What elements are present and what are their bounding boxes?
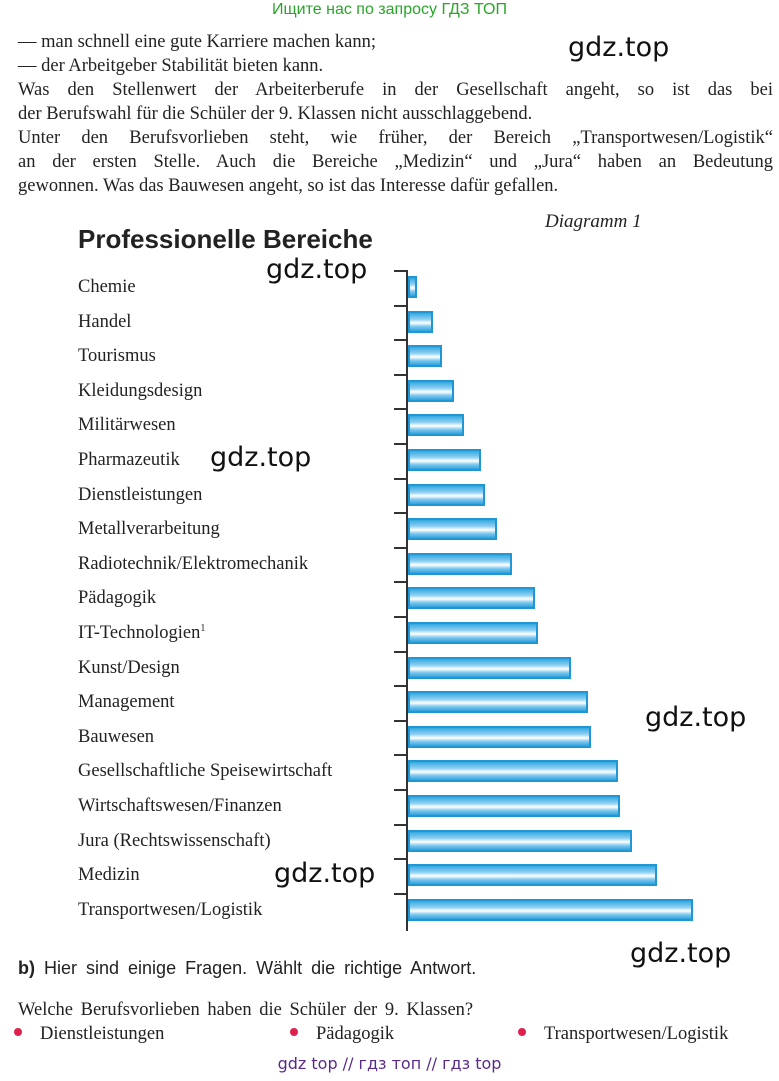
axis-tick (394, 616, 406, 618)
bar-kleidungsdesign (408, 379, 454, 402)
category-label: Gesellschaftliche Speisewirtschaft (78, 761, 333, 782)
category-label: Metallverarbeitung (78, 519, 220, 540)
option-label: Pädagogik (316, 1024, 395, 1044)
axis-tick (394, 304, 406, 307)
axis-tick (394, 443, 406, 445)
bar-medizin (408, 864, 657, 887)
watermark: gdz.top (274, 858, 376, 889)
bar-militärwesen (408, 414, 464, 437)
axis-tick (394, 892, 406, 895)
footer-watermark: gdz top // гдз топ // гдз top (277, 1054, 502, 1073)
bar-wirtschaftswesen-finanzen (408, 795, 620, 817)
category-label: Pädagogik (78, 588, 157, 609)
bar-it-technologien (408, 622, 538, 644)
axis-tick (394, 754, 406, 757)
bar-jura-rechtswissenschaft- (408, 829, 632, 852)
watermark: gdz.top (266, 254, 368, 285)
bar-handel (408, 310, 433, 333)
text-line: an der ersten Stelle. Auch die Bereiche … (18, 152, 773, 172)
bullet-icon (290, 1027, 298, 1036)
text-line: Unter den Berufsvorlieben steht, wie frü… (18, 128, 773, 148)
axis-tick (394, 373, 406, 376)
category-label: Dienstleistungen (78, 484, 203, 505)
diagram-label: Diagramm 1 (545, 211, 642, 232)
category-label: Wirtschaftswesen/Finanzen (78, 796, 282, 816)
option-label: Transportwesen/Logistik (544, 1024, 729, 1044)
bar-pädagogik (408, 587, 535, 610)
bullet-icon (14, 1027, 22, 1036)
bullet-icon (518, 1027, 526, 1036)
answer-option[interactable]: Transportwesen/Logistik (518, 1024, 728, 1045)
bar-kunst-design (408, 656, 571, 679)
chart-title: Professionelle Bereiche (78, 224, 373, 254)
axis-tick (394, 477, 406, 480)
bar-tourismus (408, 345, 442, 368)
footnote-marker: 1 (200, 623, 206, 634)
category-label: Jura (Rechtswissenschaft) (78, 830, 271, 851)
category-label: Tourismus (78, 346, 156, 367)
task-label: b) (18, 958, 35, 978)
axis-tick (394, 650, 406, 653)
option-label: Dienstleistungen (40, 1024, 165, 1044)
bar-dienstleistungen (408, 483, 485, 506)
bar-metallverarbeitung (408, 518, 497, 541)
question: Welche Berufsvorlieben haben die Schüler… (18, 1000, 474, 1020)
category-label: Bauwesen (78, 726, 155, 747)
bar-bauwesen (408, 725, 591, 748)
axis-tick (394, 512, 406, 515)
category-label: Pharmazeutik (78, 450, 180, 470)
category-label: Chemie (78, 277, 136, 297)
category-label: Kleidungsdesign (78, 380, 203, 401)
search-banner[interactable]: Ищите нас по запросу ГДЗ ТОП (272, 1, 507, 18)
text-line: — der Arbeitgeber Stabilität bieten kann… (18, 56, 324, 76)
text-line: Was den Stellenwert der Arbeiterberufe i… (18, 80, 773, 100)
axis-tick (394, 685, 406, 688)
task-instruction: b) Hier sind einige Fragen. Wählt die ri… (18, 958, 476, 979)
watermark: gdz.top (630, 938, 732, 969)
axis-tick (394, 858, 406, 861)
category-label: Management (78, 692, 175, 713)
category-label: IT-Technologien1 (78, 623, 206, 644)
bar-chemie (408, 276, 417, 298)
bar-radiotechnik-elektromechanik (408, 552, 512, 575)
axis-tick (394, 719, 406, 722)
bar-pharmazeutik (408, 449, 481, 471)
bar-gesellschaftliche-speisewirtschaft (408, 760, 618, 783)
axis-tick (394, 789, 406, 791)
category-label: Handel (78, 311, 132, 332)
watermark: gdz.top (210, 442, 312, 473)
bar-management (408, 691, 588, 714)
bar-transportwesen-logistik (408, 898, 693, 921)
axis-tick (394, 339, 406, 342)
answer-option[interactable]: Dienstleistungen (14, 1024, 164, 1045)
instruction-text: Hier sind einige Fragen. Wählt die richt… (44, 958, 477, 978)
axis-tick (394, 408, 406, 411)
category-label: Kunst/Design (78, 657, 180, 678)
axis-tick (394, 546, 406, 549)
category-label: Radiotechnik/Elektromechanik (78, 553, 309, 574)
y-axis (406, 270, 408, 932)
text-line: gewonnen. Was das Bauwesen angeht, so is… (18, 176, 559, 196)
category-label: Medizin (78, 865, 140, 886)
intro-text: — man schnell eine gute Karriere machen … (18, 30, 773, 198)
category-label: Transportwesen/Logistik (78, 899, 263, 920)
watermark: gdz.top (568, 32, 670, 63)
answer-option[interactable]: Pädagogik (290, 1024, 394, 1045)
axis-tick (394, 581, 406, 584)
text-line: der Berufswahl für die Schüler der 9. Kl… (18, 104, 533, 124)
text-line: — man schnell eine gute Karriere machen … (18, 32, 377, 52)
axis-tick (394, 823, 406, 826)
watermark: gdz.top (645, 702, 747, 733)
axis-tick (394, 270, 406, 272)
category-label: Militärwesen (78, 415, 176, 436)
